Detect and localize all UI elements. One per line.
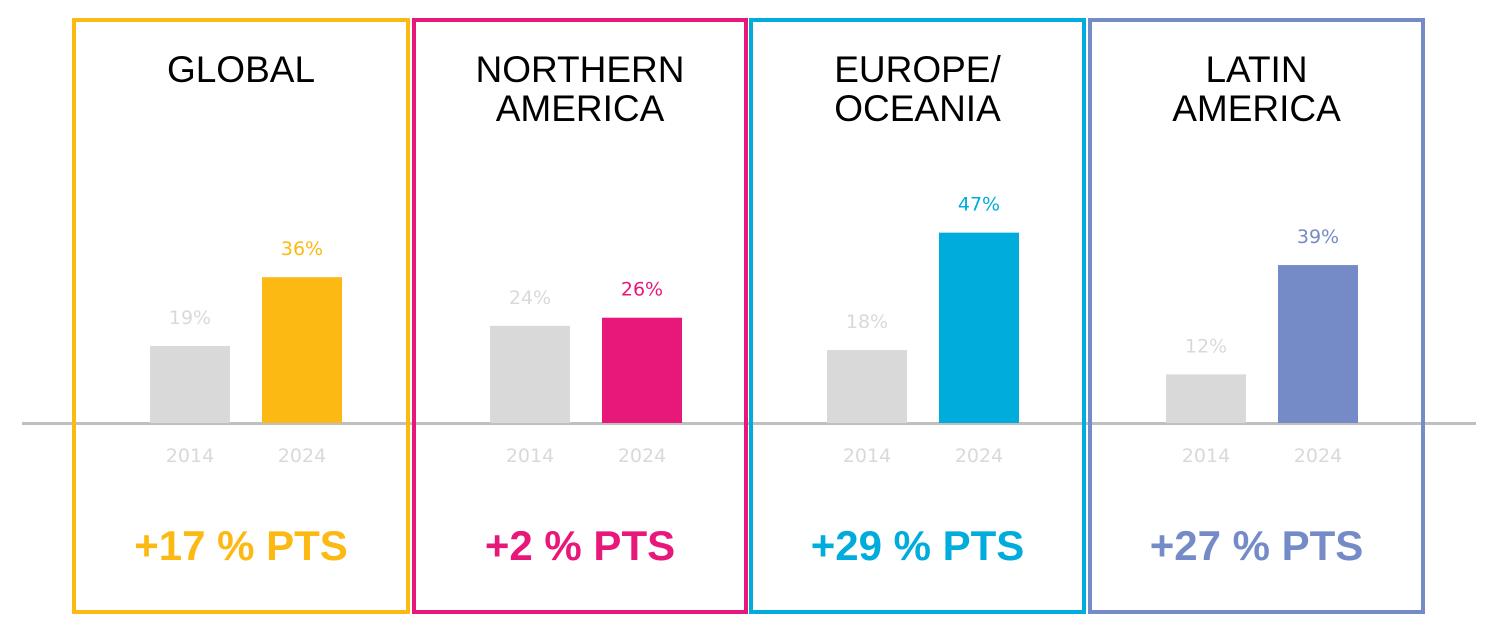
bar	[150, 346, 230, 423]
change-label: +17 % PTS	[134, 522, 348, 569]
bar-value-label: 12%	[1185, 335, 1227, 357]
change-label: +27 % PTS	[1150, 522, 1364, 569]
bar	[490, 325, 570, 423]
bar	[602, 317, 682, 423]
panel-frame	[1088, 18, 1425, 614]
bar	[939, 232, 1019, 423]
x-tick-label: 2014	[843, 445, 891, 467]
panel-title: LATIN	[1205, 49, 1307, 90]
bar-value-label: 36%	[281, 238, 323, 260]
panel-frame	[749, 18, 1086, 614]
x-tick-label: 2014	[506, 445, 554, 467]
bar	[827, 350, 907, 423]
bar-value-label: 24%	[509, 287, 551, 309]
chart-panel: EUROPE/OCEANIA 18% 2014 47% 2024 +29 % PTS	[749, 18, 1086, 614]
chart-panel: GLOBAL 19% 2014 36% 2024 +17 % PTS	[72, 18, 410, 614]
bar	[1166, 374, 1246, 423]
bar-value-label: 18%	[846, 311, 888, 333]
bar-value-label: 19%	[169, 307, 211, 329]
x-tick-label: 2014	[1182, 445, 1230, 467]
x-tick-label: 2024	[618, 445, 666, 467]
panel-title: GLOBAL	[167, 49, 315, 90]
panel-title: OCEANIA	[834, 88, 1001, 129]
bar-value-label: 47%	[958, 194, 1000, 216]
panel-title: EUROPE/	[834, 49, 1001, 90]
panel-title: AMERICA	[496, 88, 665, 129]
panel-frame	[72, 18, 410, 614]
bar-value-label: 39%	[1297, 226, 1339, 248]
x-tick-label: 2024	[955, 445, 1003, 467]
x-tick-label: 2024	[1294, 445, 1342, 467]
panel-title: AMERICA	[1172, 88, 1341, 129]
x-tick-label: 2024	[278, 445, 326, 467]
change-label: +2 % PTS	[485, 522, 675, 569]
bar	[262, 277, 342, 423]
panel-frame	[412, 18, 748, 614]
bar-value-label: 26%	[621, 279, 663, 301]
x-tick-label: 2014	[166, 445, 214, 467]
panel-title: NORTHERN	[476, 49, 685, 90]
change-label: +29 % PTS	[811, 522, 1025, 569]
bar	[1278, 265, 1358, 423]
